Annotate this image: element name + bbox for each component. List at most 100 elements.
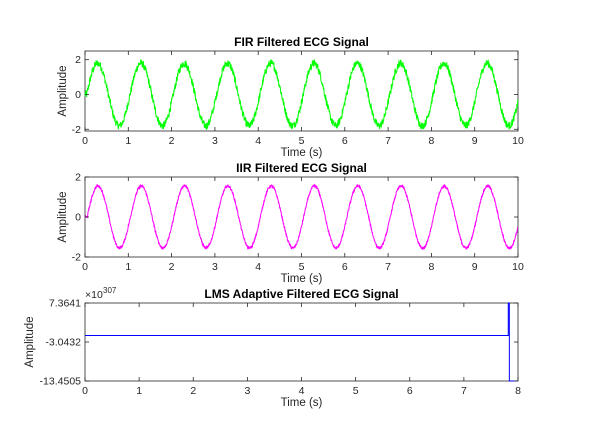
plot-area xyxy=(84,176,519,258)
y-tick-label: 7.3641 xyxy=(49,298,81,310)
x-tick-label: 7 xyxy=(385,261,391,273)
x-tick: 10 xyxy=(512,177,524,273)
x-tick: 0 xyxy=(82,177,88,273)
x-tick: 6 xyxy=(342,51,348,147)
x-tick-label: 6 xyxy=(407,385,413,397)
x-tick-label: 8 xyxy=(515,385,521,397)
x-tick: 1 xyxy=(125,177,131,273)
x-tick-label: 4 xyxy=(299,385,305,397)
x-tick-label: 9 xyxy=(472,135,478,147)
x-tick-label: 4 xyxy=(255,135,261,147)
x-tick: 4 xyxy=(255,177,261,273)
series-line xyxy=(85,302,518,382)
x-tick-label: 1 xyxy=(125,261,131,273)
y-axis-label: Amplitude xyxy=(57,65,69,116)
series-line xyxy=(84,59,519,131)
x-tick: 1 xyxy=(125,51,131,147)
y-tick-label: -2 xyxy=(72,124,81,136)
y-tick: 7.3641 xyxy=(49,298,518,310)
x-tick-label: 3 xyxy=(244,385,250,397)
x-tick: 6 xyxy=(342,177,348,273)
x-tick: 7 xyxy=(461,303,467,397)
chart-title: FIR Filtered ECG Signal xyxy=(234,35,369,49)
x-tick: 8 xyxy=(428,177,434,273)
y-tick-label: -2 xyxy=(72,252,81,264)
x-tick: 8 xyxy=(428,51,434,147)
x-tick-label: 1 xyxy=(136,385,142,397)
x-tick: 4 xyxy=(299,303,305,397)
x-tick: 3 xyxy=(212,51,218,147)
x-tick-label: 0 xyxy=(82,261,88,273)
y-tick: 2 xyxy=(75,54,518,66)
x-tick: 8 xyxy=(515,303,521,397)
y-tick: 0 xyxy=(75,89,518,101)
x-tick-label: 2 xyxy=(190,385,196,397)
x-tick-label: 2 xyxy=(169,135,175,147)
x-tick-label: 10 xyxy=(512,261,524,273)
x-tick-label: 9 xyxy=(472,261,478,273)
x-tick: 7 xyxy=(385,177,391,273)
x-tick-label: 4 xyxy=(255,261,261,273)
x-tick-label: 8 xyxy=(428,135,434,147)
x-tick: 6 xyxy=(407,303,413,397)
x-tick-label: 5 xyxy=(353,385,359,397)
x-tick: 5 xyxy=(299,51,305,147)
x-tick-label: 7 xyxy=(385,135,391,147)
x-tick: 7 xyxy=(385,51,391,147)
series-line xyxy=(84,183,519,251)
plot-area xyxy=(84,302,519,382)
y-axis-label: Amplitude xyxy=(24,316,36,367)
x-tick-label: 0 xyxy=(82,135,88,147)
y-tick: -3.0432 xyxy=(45,337,518,349)
axis-exponent: ×10 307 xyxy=(85,286,117,301)
x-tick: 2 xyxy=(169,177,175,273)
y-tick: 2 xyxy=(75,172,518,184)
y-tick-label: 2 xyxy=(75,172,81,184)
x-tick: 9 xyxy=(472,51,478,147)
x-tick: 9 xyxy=(472,177,478,273)
y-tick: -13.4505 xyxy=(40,376,518,388)
x-tick-label: 10 xyxy=(512,135,524,147)
axis-exponent-power: 307 xyxy=(103,286,117,295)
x-tick-label: 7 xyxy=(461,385,467,397)
x-tick: 2 xyxy=(169,51,175,147)
chart-title: IIR Filtered ECG Signal xyxy=(236,161,367,175)
y-tick-label: -13.4505 xyxy=(40,376,82,388)
y-axis-label: Amplitude xyxy=(57,191,69,242)
y-tick-label: 0 xyxy=(75,89,81,101)
x-tick: 4 xyxy=(255,51,261,147)
x-tick-label: 5 xyxy=(299,135,305,147)
y-tick: -2 xyxy=(72,124,518,136)
x-tick-label: 6 xyxy=(342,261,348,273)
y-tick: -2 xyxy=(72,252,518,264)
x-tick: 3 xyxy=(212,177,218,273)
x-tick-label: 2 xyxy=(169,261,175,273)
x-tick: 5 xyxy=(353,303,359,397)
x-tick-label: 0 xyxy=(82,385,88,397)
chart-title: LMS Adaptive Filtered ECG Signal xyxy=(204,287,398,301)
y-tick: 0 xyxy=(75,212,518,224)
x-axis-label: Time (s) xyxy=(281,147,323,159)
panel-3: 0 1 2 3 4 5 6 7 8 -13.4505 -3.0432 7.3641 LMS Adapti… xyxy=(24,286,521,409)
x-tick: 0 xyxy=(82,303,88,397)
x-tick-label: 1 xyxy=(125,135,131,147)
x-tick-label: 8 xyxy=(428,261,434,273)
x-tick-label: 6 xyxy=(342,135,348,147)
x-tick: 3 xyxy=(244,303,250,397)
axis-exponent-base: ×10 xyxy=(85,289,103,301)
x-tick: 2 xyxy=(190,303,196,397)
y-tick-label: 2 xyxy=(75,54,81,66)
x-tick: 1 xyxy=(136,303,142,397)
plot-area xyxy=(84,50,519,132)
y-tick-label: -3.0432 xyxy=(45,337,81,349)
y-tick-label: 0 xyxy=(75,212,81,224)
x-axis-label: Time (s) xyxy=(281,397,323,409)
x-tick-label: 3 xyxy=(212,261,218,273)
x-tick-label: 5 xyxy=(299,261,305,273)
x-tick: 5 xyxy=(299,177,305,273)
x-tick-label: 3 xyxy=(212,135,218,147)
